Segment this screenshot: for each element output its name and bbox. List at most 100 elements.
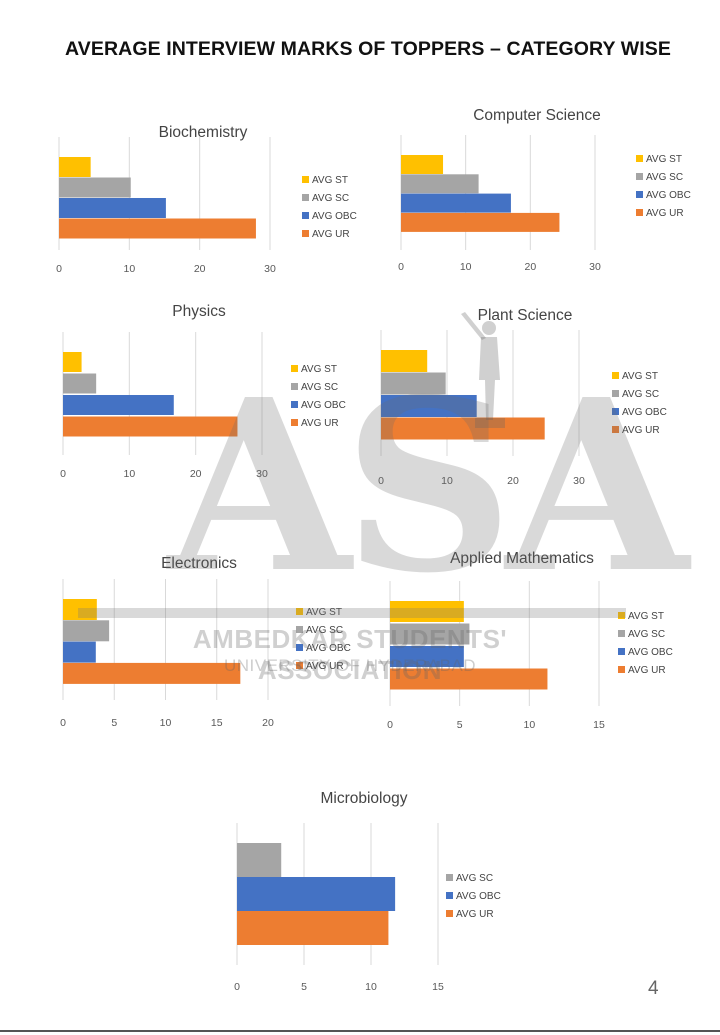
bar-avg-ur [59, 218, 256, 239]
legend-label: AVG UR [622, 425, 660, 436]
legend-swatch [302, 194, 309, 201]
bar-avg-obc [381, 395, 477, 417]
chart-physics: Physics 0 10 20 30 AVG ST AVG SC AVG OBC AVG UR [60, 303, 346, 480]
legend-label: AVG OBC [456, 891, 501, 902]
legend-label: AVG SC [628, 629, 665, 640]
chart-computer-science: Computer Science 0 10 20 30 AVG ST AVG SC AVG O… [398, 107, 691, 273]
bar-avg-ur [401, 212, 560, 232]
legend-label: AVG UR [301, 418, 339, 429]
chart-title: Biochemistry [159, 124, 248, 141]
tick-label: 0 [378, 475, 384, 487]
legend-swatch [296, 644, 303, 651]
page-number: 4 [648, 978, 659, 999]
legend-swatch [446, 892, 453, 899]
bar-avg-sc [63, 373, 97, 394]
chart-biochemistry: Biochemistry 0 10 20 30 AVG ST AVG SC AVG OBC AV… [56, 124, 357, 275]
tick-label: 10 [460, 261, 472, 273]
tick-label: 20 [507, 475, 519, 487]
tick-label: 5 [457, 719, 463, 731]
chart-title: Computer Science [473, 107, 601, 124]
legend-swatch [618, 612, 625, 619]
tick-label: 15 [211, 717, 223, 729]
page-title: AVERAGE INTERVIEW MARKS OF TOPPERS – CAT… [65, 38, 671, 60]
legend-label: AVG OBC [312, 211, 357, 222]
legend-label: AVG OBC [306, 643, 351, 654]
tick-label: 20 [524, 261, 536, 273]
chart-title: Plant Science [478, 307, 573, 324]
tick-label: 0 [60, 468, 66, 480]
tick-label: 0 [60, 717, 66, 729]
tick-label: 30 [256, 468, 268, 480]
legend-label: AVG SC [622, 389, 659, 400]
legend-label: AVG ST [312, 175, 348, 186]
legend-swatch [636, 191, 643, 198]
tick-label: 10 [123, 468, 135, 480]
chart-microbiology: Microbiology 0 5 10 15 AVG SC AVG OBC AVG UR [234, 790, 501, 993]
legend-swatch [618, 648, 625, 655]
tick-label: 0 [56, 263, 62, 275]
legend-label: AVG SC [312, 193, 349, 204]
chart-title: Applied Mathematics [450, 550, 594, 567]
legend-label: AVG ST [301, 364, 337, 375]
legend-label: AVG UR [456, 909, 494, 920]
legend-label: AVG OBC [628, 647, 673, 658]
legend-swatch [636, 173, 643, 180]
bar-avg-ur [237, 911, 389, 945]
legend-swatch [636, 155, 643, 162]
tick-label: 30 [589, 261, 601, 273]
legend-swatch [296, 626, 303, 633]
legend-label: AVG SC [646, 172, 683, 183]
legend-swatch [612, 390, 619, 397]
tick-label: 0 [398, 261, 404, 273]
legend-swatch [291, 419, 298, 426]
tick-label: 0 [234, 981, 240, 993]
tick-label: 30 [264, 263, 276, 275]
tick-label: 10 [523, 719, 535, 731]
bar-avg-obc [63, 641, 96, 663]
bar-avg-st [381, 350, 428, 372]
tick-label: 5 [111, 717, 117, 729]
bar-avg-ur [63, 662, 241, 684]
legend-label: AVG SC [306, 625, 343, 636]
tick-label: 15 [593, 719, 605, 731]
bar-avg-sc [401, 174, 479, 194]
bar-avg-obc [390, 646, 464, 667]
legend-swatch [446, 874, 453, 881]
tick-label: 10 [365, 981, 377, 993]
bar-avg-ur [63, 416, 238, 437]
legend-swatch [612, 426, 619, 433]
legend-swatch [291, 383, 298, 390]
legend-label: AVG UR [646, 208, 684, 219]
legend-swatch [302, 176, 309, 183]
legend-label: AVG UR [628, 665, 666, 676]
legend-label: AVG UR [306, 661, 344, 672]
legend-swatch [291, 365, 298, 372]
legend-label: AVG ST [622, 371, 658, 382]
tick-label: 10 [160, 717, 172, 729]
legend-swatch [618, 666, 625, 673]
legend-label: AVG ST [628, 611, 664, 622]
bar-avg-sc [381, 372, 446, 395]
legend-swatch [636, 209, 643, 216]
chart-applied-mathematics: Applied Mathematics 0 5 10 15 AVG ST AVG SC AVG… [387, 550, 673, 731]
bar-avg-st [390, 601, 464, 622]
legend-swatch [612, 372, 619, 379]
chart-plant-science: Plant Science 0 10 20 30 AVG ST AVG SC AVG OBC A… [378, 307, 667, 487]
legend-label: AVG OBC [622, 407, 667, 418]
bar-avg-st [59, 157, 91, 177]
bar-avg-obc [63, 395, 174, 415]
bar-avg-sc [390, 623, 470, 645]
bar-avg-obc [237, 877, 396, 911]
legend-label: AVG OBC [646, 190, 691, 201]
chart-title: Microbiology [320, 790, 407, 807]
legend-label: AVG SC [456, 873, 493, 884]
legend-label: AVG SC [301, 382, 338, 393]
tick-label: 30 [573, 475, 585, 487]
tick-label: 15 [432, 981, 444, 993]
bar-avg-sc [59, 177, 131, 198]
legend-label: AVG ST [646, 154, 682, 165]
chart-title: Physics [172, 303, 226, 320]
bar-avg-st [63, 599, 97, 620]
bar-avg-st [63, 352, 82, 372]
